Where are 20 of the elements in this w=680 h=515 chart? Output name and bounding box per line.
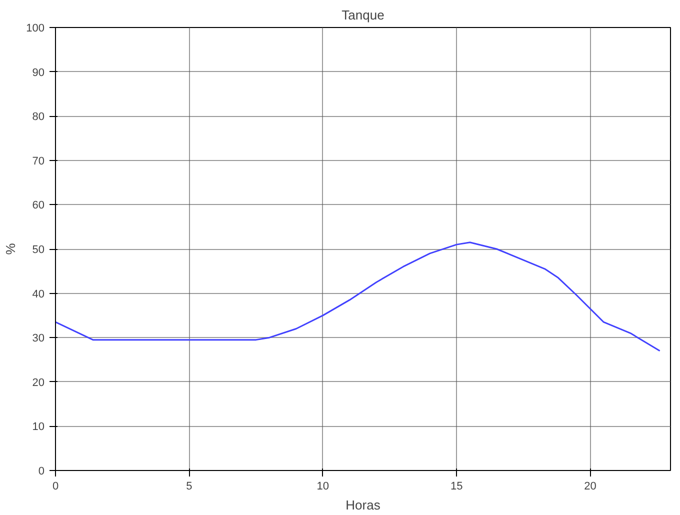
y-tick-label: 100 <box>26 22 45 34</box>
y-tick-label: 60 <box>32 200 45 212</box>
y-tick-label: 10 <box>32 421 45 434</box>
y-tick-label: 0 <box>38 466 45 478</box>
x-tick-label: 10 <box>316 480 330 492</box>
y-tick-label: 20 <box>32 376 45 389</box>
y-tick-label: 50 <box>32 244 45 256</box>
y-tick-label: 80 <box>32 111 45 124</box>
y-tick-label: 40 <box>32 288 45 300</box>
y-axis-title: % <box>3 242 18 255</box>
y-tick-label: 70 <box>32 155 45 168</box>
x-tick-label: 15 <box>450 480 463 492</box>
chart-title: Tanque <box>342 8 384 22</box>
x-tick-label: 20 <box>584 480 596 492</box>
y-tick-label: 90 <box>32 66 45 79</box>
x-axis-title: Horas <box>346 498 381 512</box>
x-tick-label: 0 <box>52 480 59 492</box>
line-series <box>56 242 661 352</box>
y-tick-label: 30 <box>32 332 45 345</box>
x-tick-label: 5 <box>186 480 192 492</box>
